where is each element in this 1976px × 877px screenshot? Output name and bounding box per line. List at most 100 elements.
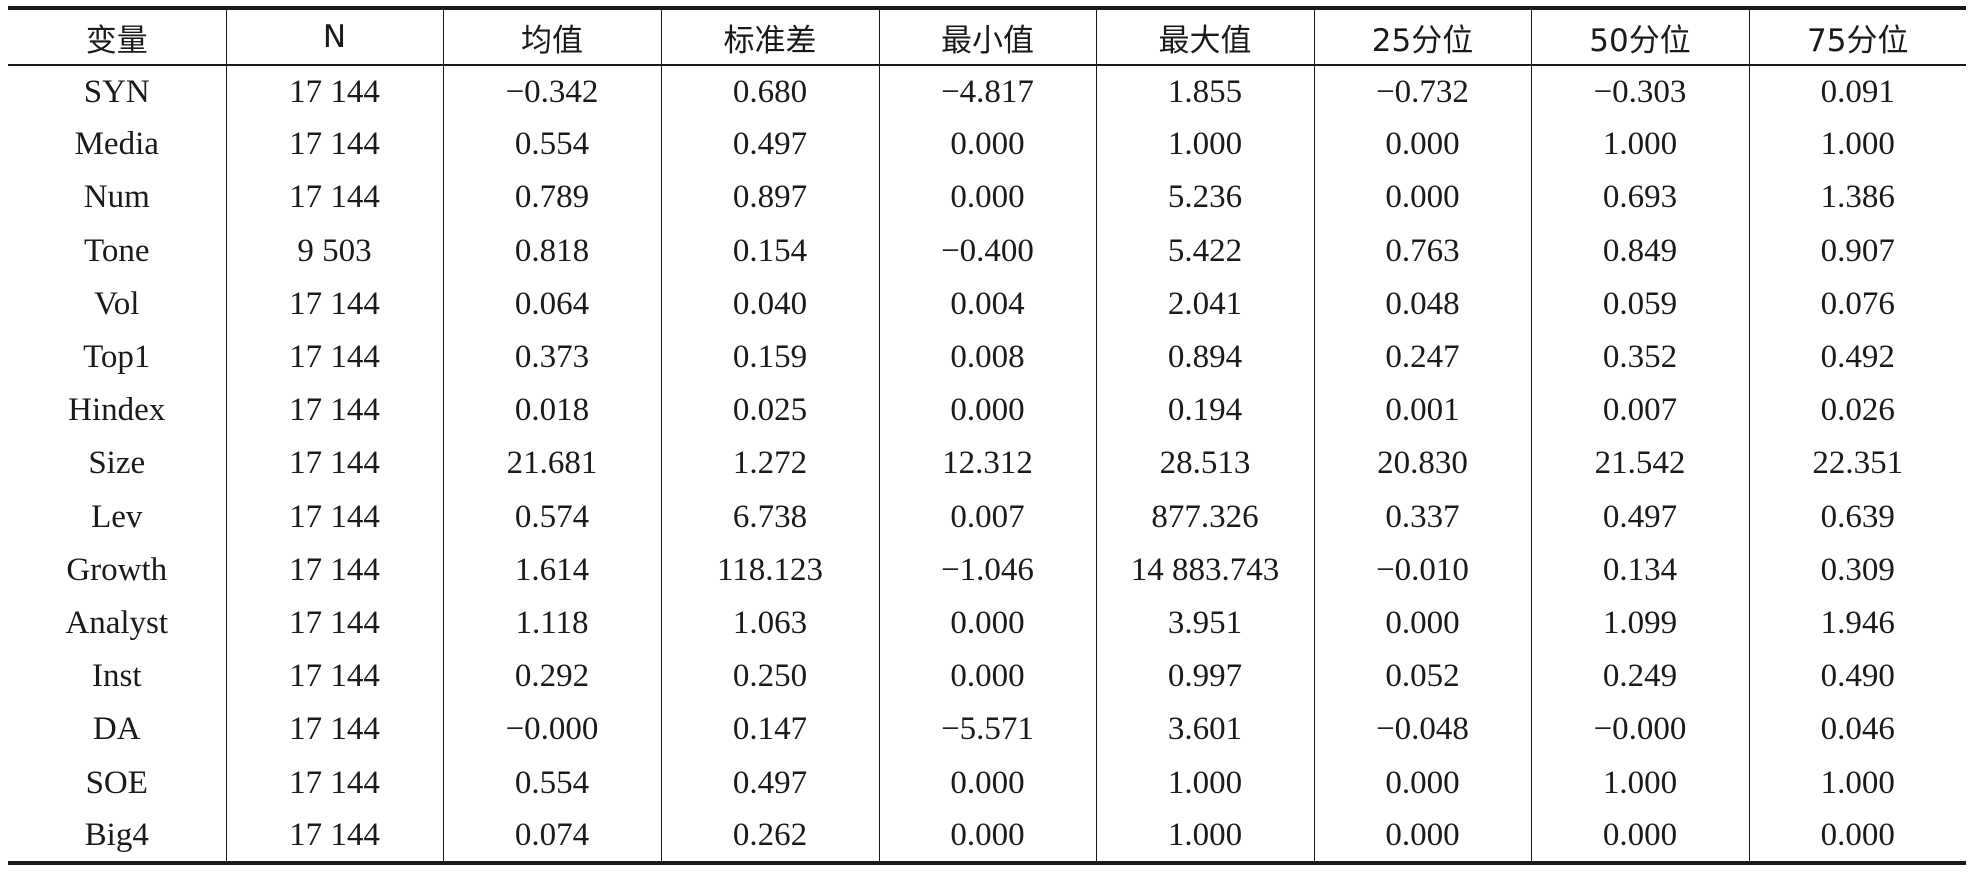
cell-variable: Tone — [83, 232, 150, 269]
cell-p50: 1.000 — [1530, 756, 1749, 810]
cell-mean: −0.000 — [442, 703, 661, 757]
cell-n: 17 144 — [225, 171, 443, 225]
cell-min: 12.312 — [878, 437, 1096, 491]
cell-min: 0.000 — [878, 171, 1096, 225]
cell-p50: 0.007 — [1530, 384, 1749, 438]
cell-p50: −0.303 — [1530, 65, 1749, 119]
header-variable: 变量 — [8, 6, 226, 66]
table-row: Vol 17 144 0.064 0.040 0.004 2.041 0.048 0.059 0… — [8, 277, 1966, 331]
cell-variable: Media — [74, 126, 159, 163]
cell-p25: 20.830 — [1313, 437, 1531, 491]
cell-n: 17 144 — [225, 809, 443, 865]
cell-std-dev: 0.154 — [660, 224, 879, 278]
cell-std-dev: 6.738 — [660, 490, 879, 544]
header-p50: 50分位 — [1530, 6, 1749, 66]
cell-variable: Size — [88, 445, 146, 482]
cell-p50: 0.849 — [1530, 224, 1749, 278]
cell-mean: 0.574 — [442, 490, 661, 544]
cell-n: 17 144 — [225, 118, 443, 172]
cell-min: 0.007 — [878, 490, 1096, 544]
table-row: Big4 17 144 0.074 0.262 0.000 1.000 0.000 0.000… — [8, 809, 1966, 865]
cell-p50: 1.099 — [1530, 596, 1749, 651]
cell-max: 14 883.743 — [1095, 543, 1314, 597]
cell-variable: Big4 — [8, 809, 226, 865]
cell-std-dev: 1.272 — [660, 437, 879, 491]
cell-mean: 0.554 — [442, 118, 661, 172]
cell-min: 0.000 — [878, 596, 1096, 651]
cell-variable: Vol — [94, 285, 140, 322]
cell-mean: 0.292 — [442, 650, 661, 704]
header-row: 变量 N 均值 标准差 最小值 最大值 25分位 50分位 75分位 — [8, 6, 1966, 66]
cell-n: 17 144 — [225, 437, 443, 491]
cell-variable: Lev — [91, 498, 143, 535]
cell-p50: −0.000 — [1530, 703, 1749, 757]
cell-n: 17 144 — [225, 703, 443, 757]
cell-min: 0.004 — [878, 277, 1096, 331]
cell-p75: 1.386 — [1748, 171, 1966, 225]
cell-mean: 0.373 — [442, 330, 661, 385]
cell-mean: 0.789 — [442, 171, 661, 225]
cell-max: 0.997 — [1095, 650, 1314, 704]
table-row: SYN 17 144 −0.342 0.680 −4.817 1.855 −0.732 −0.… — [8, 65, 1966, 119]
cell-max: 877.326 — [1095, 490, 1314, 544]
cell-p75: 22.351 — [1748, 437, 1966, 491]
cell-max: 5.236 — [1095, 171, 1314, 225]
table-row: Analyst 17 144 1.118 1.063 0.000 3.951 0.000 1.… — [8, 596, 1966, 651]
cell-min: 0.000 — [878, 650, 1096, 704]
cell-n: 17 144 — [225, 384, 443, 438]
cell-max: 0.894 — [1095, 330, 1314, 385]
cell-p75: 1.000 — [1748, 118, 1966, 172]
descriptive-statistics-table: 变量 N 均值 标准差 最小值 最大值 25分位 50分位 75分位 SYN 17… — [8, 6, 1966, 865]
cell-min: 0.008 — [878, 330, 1096, 385]
cell-p25: 0.000 — [1313, 118, 1531, 172]
cell-p75: 0.492 — [1748, 330, 1966, 385]
table-row: Top1 17 144 0.373 0.159 0.008 0.894 0.247 0.352… — [8, 330, 1966, 385]
cell-p75: 0.000 — [1748, 809, 1966, 865]
cell-max: 1.000 — [1095, 756, 1314, 810]
cell-std-dev: 0.897 — [660, 171, 879, 225]
cell-p50: 21.542 — [1530, 437, 1749, 491]
cell-std-dev: 0.159 — [660, 330, 879, 385]
table-row: Lev 17 144 0.574 6.738 0.007 877.326 0.337 0.49… — [8, 490, 1966, 544]
cell-p25: 0.763 — [1313, 224, 1531, 278]
cell-max: 0.194 — [1095, 384, 1314, 438]
cell-mean: 0.018 — [442, 384, 661, 438]
table-row: Growth 17 144 1.614 118.123 −1.046 14 883.743… — [8, 543, 1966, 597]
cell-max: 28.513 — [1095, 437, 1314, 491]
cell-p75: 0.076 — [1748, 277, 1966, 331]
cell-p75: 0.046 — [1748, 703, 1966, 757]
cell-mean: 0.554 — [442, 756, 661, 810]
header-mean: 均值 — [442, 6, 661, 66]
cell-p75: 0.490 — [1748, 650, 1966, 704]
cell-p25: 0.337 — [1313, 490, 1531, 544]
cell-min: 0.000 — [878, 756, 1096, 810]
cell-p25: 0.001 — [1313, 384, 1531, 438]
header-std-dev: 标准差 — [660, 6, 879, 66]
header-p25: 25分位 — [1313, 6, 1531, 66]
cell-min: 0.000 — [878, 384, 1096, 438]
cell-p75: 0.309 — [1748, 543, 1966, 597]
cell-p75: 0.091 — [1748, 65, 1966, 119]
table-row: Size 17 144 21.681 1.272 12.312 28.513 20.830 2… — [8, 437, 1966, 491]
cell-mean: 1.118 — [442, 596, 661, 651]
cell-std-dev: 0.497 — [660, 118, 879, 172]
cell-p50: 0.000 — [1530, 809, 1749, 865]
header-max: 最大值 — [1095, 6, 1314, 66]
cell-mean: 0.064 — [442, 277, 661, 331]
table-row: Tone 9 503 0.818 0.154 −0.400 5.422 0.763 0.849… — [8, 224, 1966, 278]
cell-n: 17 144 — [225, 756, 443, 810]
cell-max: 3.951 — [1095, 596, 1314, 651]
cell-mean: 1.614 — [442, 543, 661, 597]
cell-p25: 0.048 — [1313, 277, 1531, 331]
cell-max: 1.855 — [1095, 65, 1314, 119]
cell-n: 17 144 — [225, 65, 443, 119]
table-row: Num 17 144 0.789 0.897 0.000 5.236 0.000 0.693 1… — [8, 171, 1966, 225]
header-p75: 75分位 — [1748, 6, 1966, 66]
table-body: SYN 17 144 −0.342 0.680 −4.817 1.855 −0.732 −0.… — [8, 65, 1966, 865]
cell-max: 5.422 — [1095, 224, 1314, 278]
cell-p75: 1.946 — [1748, 596, 1966, 651]
cell-variable: Inst — [92, 658, 142, 695]
cell-mean: 0.074 — [442, 809, 661, 865]
cell-variable: Growth — [66, 551, 168, 588]
cell-variable: SOE — [85, 764, 148, 801]
